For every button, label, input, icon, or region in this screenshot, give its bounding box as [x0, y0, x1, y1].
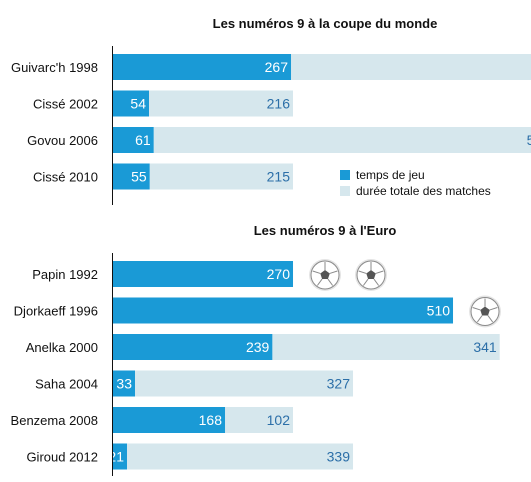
- worldcup-category-label: Govou 2006: [27, 133, 98, 148]
- worldcup-value-playing-time: 267: [265, 59, 289, 75]
- euro-category-label: Saha 2004: [35, 377, 98, 392]
- euro-value-playing-time: 239: [246, 339, 270, 355]
- worldcup-category-label: Cissé 2010: [33, 170, 98, 185]
- euro-bars: Papin 1992 270 Djorkaeff 1996 510 Anelka 200…: [11, 259, 502, 470]
- euro-value-total: 339: [327, 449, 351, 465]
- euro-value-total: 102: [267, 412, 291, 428]
- worldcup-bar-playing-time: [113, 54, 292, 80]
- worldcup-bar-total: [291, 54, 531, 80]
- legend-swatch-total-duration: [340, 186, 350, 196]
- worldcup-value-total: 216: [267, 96, 291, 112]
- football-icon: [309, 259, 342, 291]
- worldcup-chart-title: Les numéros 9 à la coupe du monde: [213, 16, 438, 31]
- euro-bar-playing-time: [113, 370, 136, 397]
- euro-bar-total: [225, 407, 294, 433]
- euro-bar-total: [127, 443, 354, 470]
- worldcup-value-playing-time: 55: [131, 169, 147, 185]
- euro-chart-title: Les numéros 9 à l'Euro: [254, 223, 397, 238]
- euro-bar-total: [272, 334, 500, 360]
- euro-category-label: Anelka 2000: [26, 340, 98, 355]
- worldcup-bar-playing-time: [113, 90, 150, 117]
- euro-category-label: Djorkaeff 1996: [14, 304, 98, 319]
- legend: temps de jeu durée totale des matches: [340, 168, 491, 198]
- worldcup-chart: Les numéros 9 à la coupe du monde Guivar…: [11, 16, 531, 205]
- euro-value-playing-time: 510: [427, 303, 451, 319]
- worldcup-value-playing-time: 54: [130, 96, 146, 112]
- worldcup-bars: Guivarc'h 1998267417Cissé 200254216Govou…: [11, 54, 531, 190]
- worldcup-value-total: 599: [527, 132, 531, 148]
- euro-category-label: Papin 1992: [32, 267, 98, 282]
- worldcup-bar-playing-time: [113, 163, 150, 190]
- worldcup-value-playing-time: 61: [135, 132, 151, 148]
- worldcup-value-total: 215: [267, 169, 291, 185]
- worldcup-bar-total: [153, 127, 531, 153]
- legend-swatch-playing-time: [340, 170, 350, 180]
- football-icon: [469, 295, 502, 328]
- worldcup-bar-playing-time: [113, 127, 154, 153]
- euro-value-playing-time: 21: [108, 449, 124, 465]
- legend-label-playing-time: temps de jeu: [356, 168, 425, 182]
- euro-bar-playing-time: [113, 334, 273, 360]
- euro-bar-total: [135, 370, 354, 397]
- euro-value-playing-time: 168: [199, 412, 223, 428]
- legend-label-total-duration: durée totale des matches: [356, 184, 491, 198]
- euro-bar-playing-time: [113, 443, 128, 470]
- euro-category-label: Giroud 2012: [26, 450, 98, 465]
- euro-chart: Les numéros 9 à l'Euro Papin 1992 270 Djor…: [11, 223, 502, 476]
- worldcup-category-label: Guivarc'h 1998: [11, 60, 98, 75]
- euro-value-playing-time: 33: [116, 376, 132, 392]
- euro-value-playing-time: 270: [267, 266, 291, 282]
- euro-category-label: Benzema 2008: [11, 413, 98, 428]
- euro-value-total: 327: [327, 376, 351, 392]
- worldcup-category-label: Cissé 2002: [33, 97, 98, 112]
- euro-bar-playing-time: [113, 407, 226, 433]
- worldcup-bar-total: [149, 163, 294, 190]
- worldcup-bar-total: [149, 90, 294, 117]
- euro-bar-playing-time: [113, 261, 294, 287]
- euro-bar-playing-time: [113, 297, 454, 324]
- football-icon: [355, 259, 388, 291]
- euro-value-total: 341: [473, 339, 497, 355]
